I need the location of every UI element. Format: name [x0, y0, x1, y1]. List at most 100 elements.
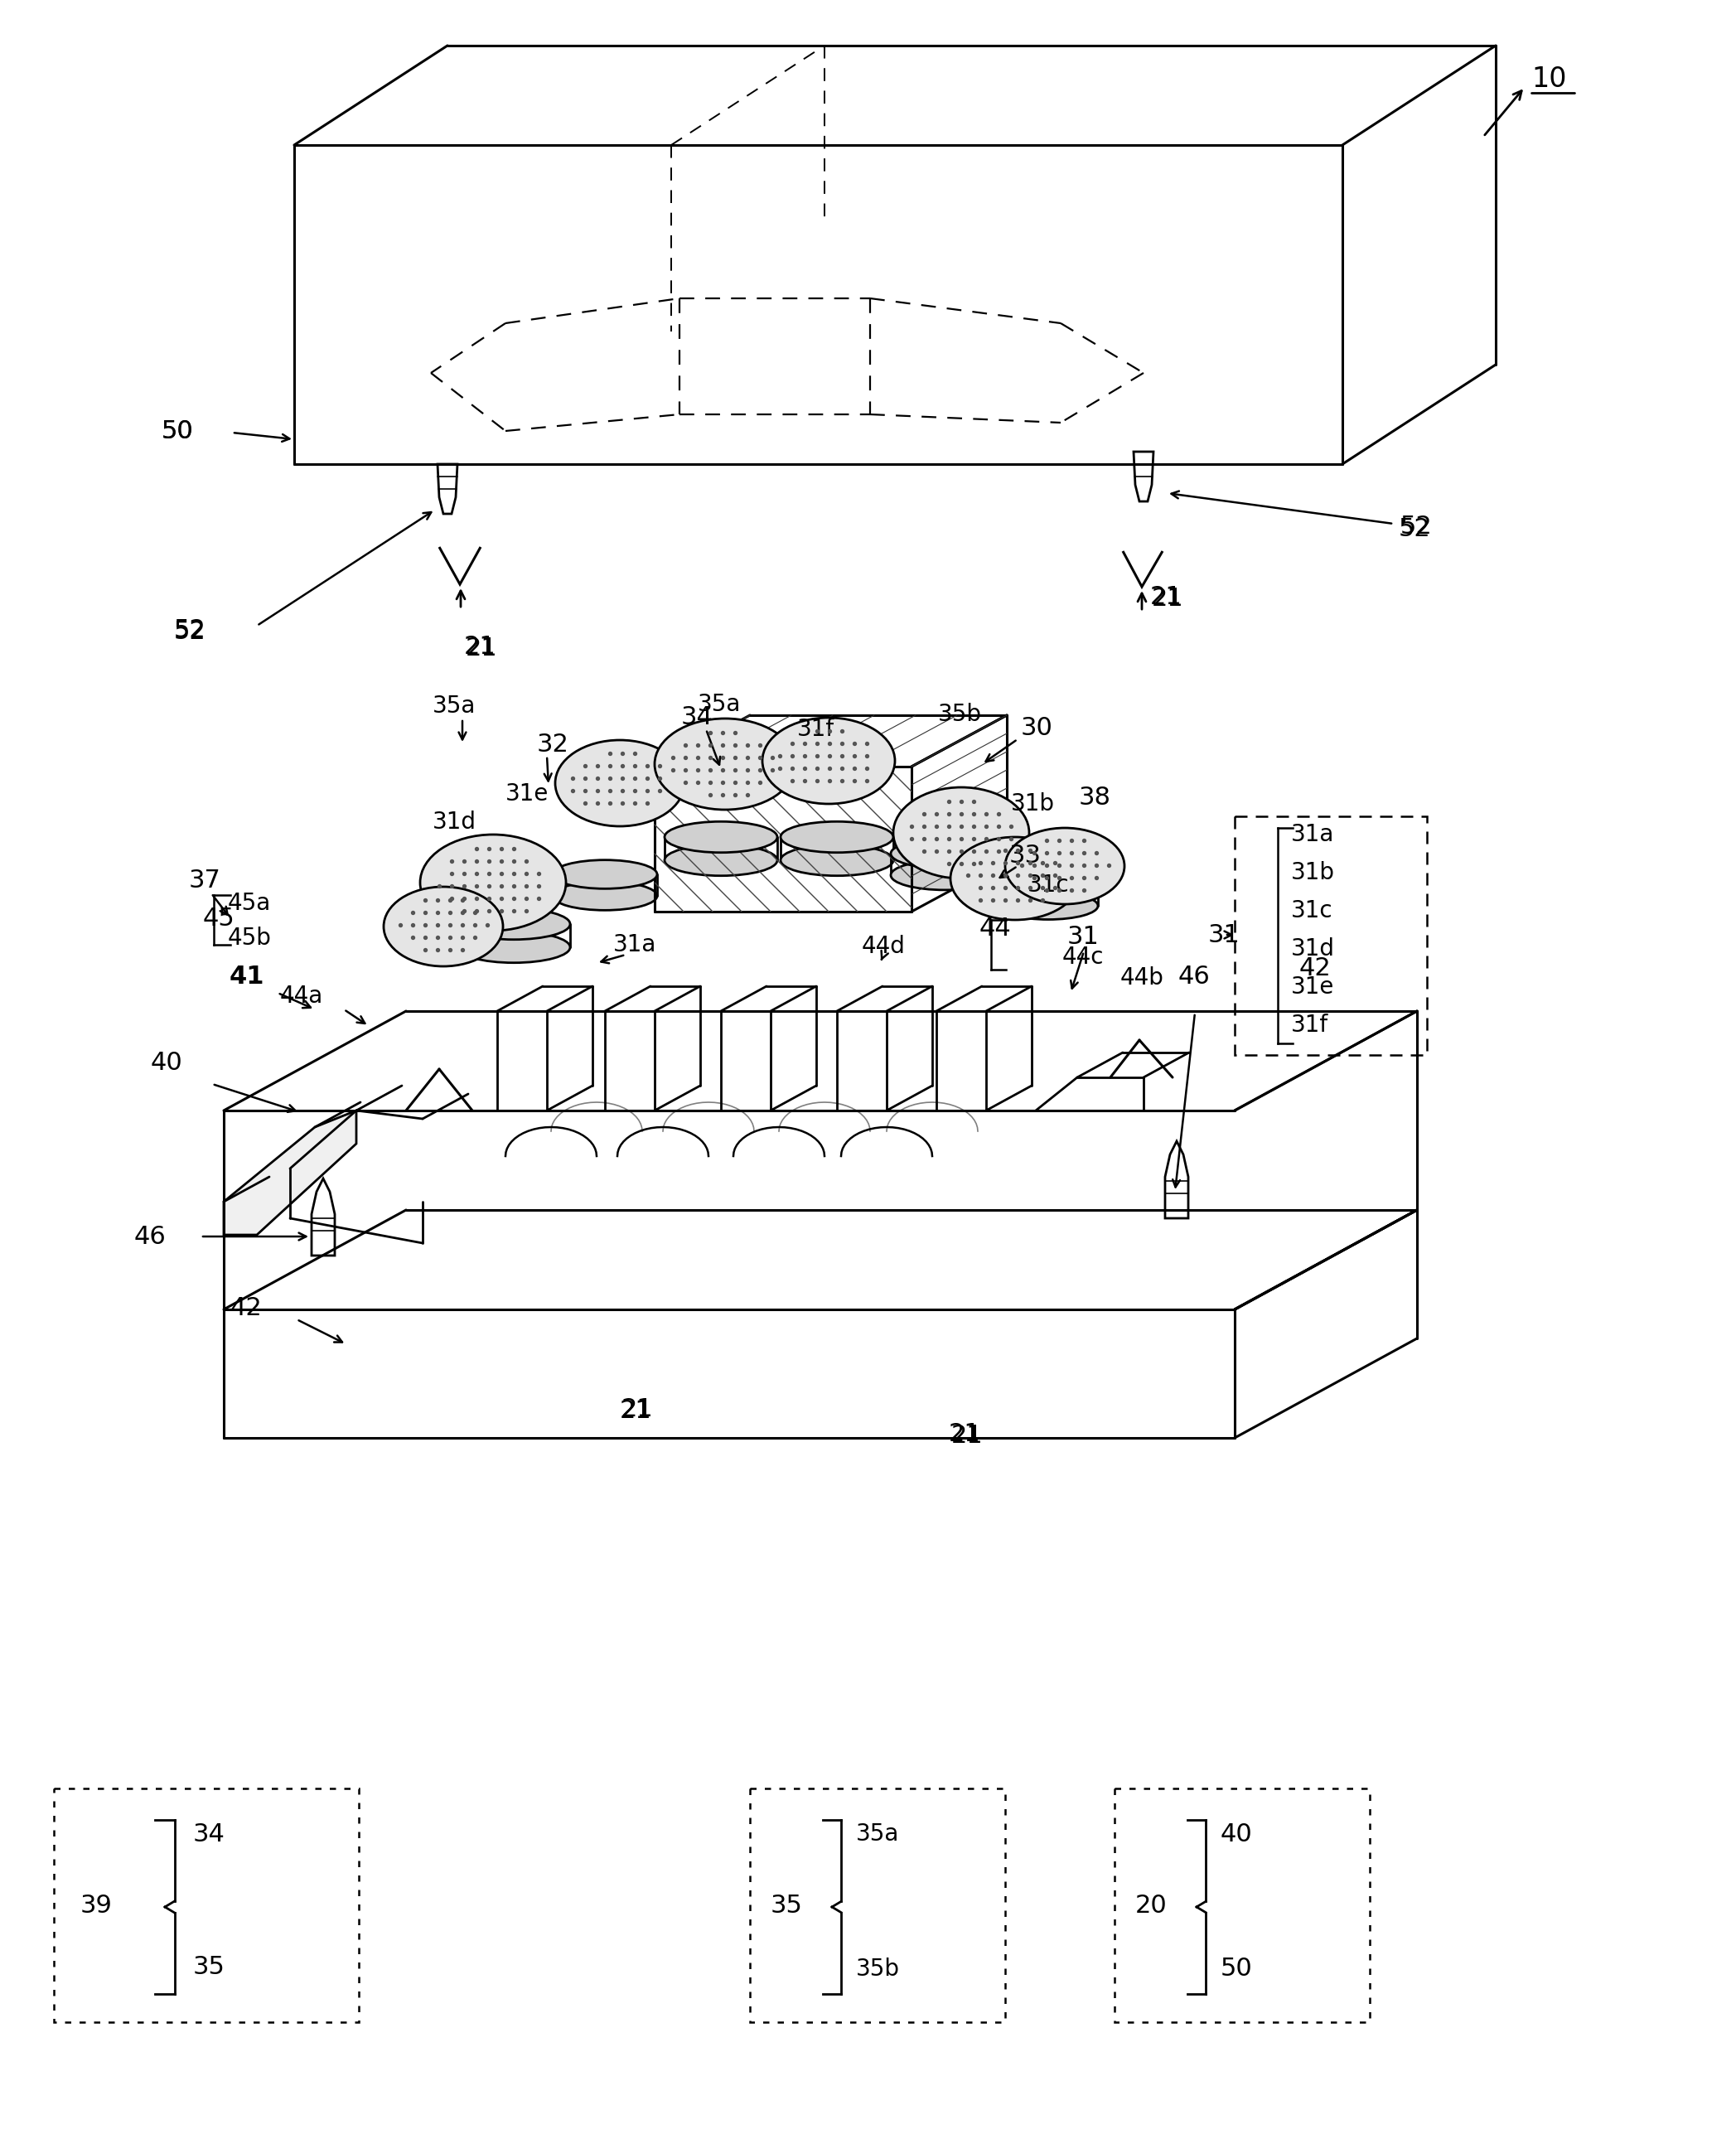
- Point: [852, 727, 880, 761]
- Text: 35a: 35a: [698, 693, 741, 717]
- Text: 37: 37: [189, 868, 220, 892]
- Text: 44: 44: [979, 915, 1012, 941]
- Text: 35a: 35a: [856, 1822, 899, 1846]
- Point: [804, 764, 832, 798]
- Point: [450, 868, 477, 903]
- Point: [436, 933, 464, 967]
- Point: [816, 727, 844, 761]
- Point: [960, 809, 988, 843]
- Point: [696, 753, 724, 787]
- Text: 52: 52: [174, 620, 207, 644]
- Point: [672, 766, 700, 800]
- Point: [571, 761, 599, 796]
- Point: [1033, 873, 1061, 907]
- Point: [1028, 858, 1055, 892]
- Point: [722, 766, 750, 800]
- Point: [634, 761, 661, 796]
- Point: [621, 749, 649, 783]
- Point: [595, 749, 623, 783]
- Point: [411, 933, 439, 967]
- Point: [967, 871, 995, 905]
- Text: 31b: 31b: [1010, 791, 1055, 815]
- Point: [488, 845, 516, 879]
- Point: [524, 858, 552, 892]
- Point: [708, 753, 736, 787]
- Point: [792, 764, 819, 798]
- Point: [1057, 824, 1085, 858]
- Text: 35: 35: [771, 1895, 802, 1919]
- Point: [1095, 849, 1123, 883]
- Point: [436, 883, 464, 918]
- Text: 21: 21: [464, 635, 496, 659]
- Text: 32: 32: [536, 732, 569, 757]
- Text: 52: 52: [1401, 513, 1432, 539]
- Point: [436, 920, 464, 954]
- Point: [766, 738, 793, 772]
- Point: [948, 796, 976, 830]
- Point: [1069, 824, 1097, 858]
- Text: 52: 52: [1399, 518, 1430, 541]
- Point: [425, 868, 453, 903]
- Point: [424, 920, 451, 954]
- Point: [948, 834, 976, 868]
- Point: [1057, 849, 1085, 883]
- Point: [934, 809, 962, 843]
- Ellipse shape: [781, 821, 894, 853]
- Point: [722, 727, 750, 761]
- Point: [512, 858, 540, 892]
- Point: [500, 832, 528, 866]
- Text: 21: 21: [1151, 584, 1182, 610]
- Point: [462, 858, 490, 892]
- Point: [462, 845, 490, 879]
- Point: [804, 727, 832, 761]
- Point: [500, 858, 528, 892]
- Point: [488, 881, 516, 915]
- Text: 35b: 35b: [937, 704, 983, 725]
- Point: [1003, 845, 1031, 879]
- Point: [759, 740, 786, 774]
- Point: [424, 894, 451, 928]
- Point: [996, 809, 1024, 843]
- Text: 31a: 31a: [613, 933, 656, 956]
- Point: [722, 740, 750, 774]
- Point: [571, 774, 599, 809]
- Bar: [1115, 1788, 1370, 2021]
- Point: [948, 785, 976, 819]
- Text: 31: 31: [1208, 922, 1240, 948]
- Point: [608, 749, 635, 783]
- Point: [816, 751, 844, 785]
- Point: [910, 834, 937, 868]
- Ellipse shape: [998, 892, 1097, 920]
- Point: [621, 774, 649, 809]
- Text: 35a: 35a: [432, 695, 476, 719]
- Ellipse shape: [998, 871, 1097, 898]
- Ellipse shape: [384, 888, 503, 967]
- Point: [972, 834, 1000, 868]
- Point: [437, 868, 465, 903]
- Point: [583, 787, 611, 821]
- Point: [708, 727, 736, 761]
- Point: [746, 766, 774, 800]
- Point: [840, 751, 868, 785]
- Point: [828, 751, 856, 785]
- Text: 31c: 31c: [1292, 898, 1333, 922]
- Point: [722, 753, 750, 787]
- Point: [746, 740, 774, 774]
- Point: [960, 847, 988, 881]
- Point: [972, 809, 1000, 843]
- Point: [684, 753, 712, 787]
- Text: 31e: 31e: [1292, 975, 1335, 999]
- Point: [450, 881, 477, 915]
- Point: [411, 883, 439, 918]
- Point: [571, 749, 599, 783]
- Point: [779, 738, 807, 772]
- Point: [488, 832, 516, 866]
- Point: [960, 785, 988, 819]
- Ellipse shape: [457, 909, 569, 939]
- Point: [779, 727, 807, 761]
- Point: [450, 845, 477, 879]
- Point: [411, 920, 439, 954]
- Point: [779, 764, 807, 798]
- Point: [734, 740, 762, 774]
- Point: [722, 779, 750, 813]
